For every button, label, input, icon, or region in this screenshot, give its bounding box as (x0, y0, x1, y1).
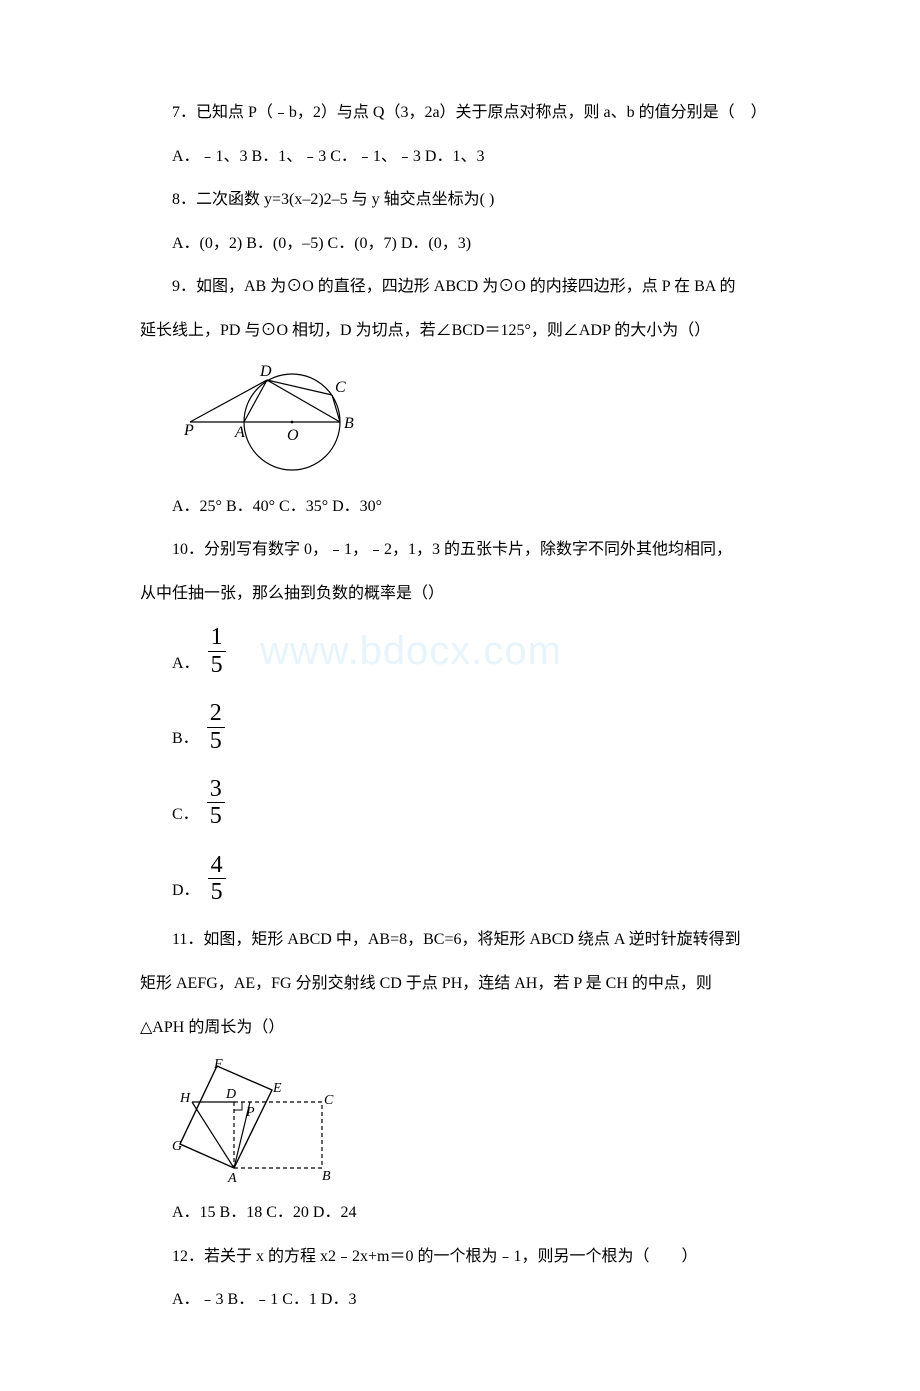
question-8: 8．二次函数 y=3(x–2)2–5 与 y 轴交点坐标为( ) (140, 187, 810, 213)
question-8-options: A．(0，2) B．(0，–5) C．(0，7) D．(0，3) (140, 231, 810, 257)
option-letter-c: C． (172, 802, 199, 830)
question-11-line3: △APH 的周长为（） (140, 1015, 810, 1041)
fraction-a: 1 5 (208, 624, 226, 678)
question-7: 7．已知点 P（﹣b，2）与点 Q（3，2a）关于原点对称点，则 a、b 的值分… (140, 100, 810, 126)
label-c: C (324, 1093, 334, 1108)
label-a: A (227, 1171, 237, 1186)
q7-options-text: A．﹣1、3 B．1、﹣3 C．﹣1、﹣3 D．1、3 (172, 148, 484, 165)
q10-option-d: D． 4 5 (172, 852, 810, 906)
question-9-text-line1: 9．如图，AB 为⊙O 的直径，四边形 ABCD 为⊙O 的内接四边形，点 P … (172, 278, 735, 295)
fraction-d-num: 4 (208, 852, 226, 879)
q10-option-b: B． 2 5 (172, 700, 810, 754)
fraction-c-num: 3 (207, 776, 225, 803)
fraction-c-den: 5 (207, 803, 225, 829)
question-8-text: 8．二次函数 y=3(x–2)2–5 与 y 轴交点坐标为( ) (172, 191, 494, 208)
option-letter-d: D． (172, 878, 200, 906)
question-12-options: A．﹣3 B．﹣1 C．1 D．3 (140, 1287, 810, 1313)
label-b: B (322, 1169, 331, 1184)
label-o: O (287, 427, 299, 444)
line-db (267, 380, 340, 422)
label-c: C (335, 379, 346, 396)
question-11-line2: 矩形 AEFG，AE，FG 分别交射线 CD 于点 PH，连结 AH，若 P 是… (140, 971, 810, 997)
q12-options-text: A．﹣3 B．﹣1 C．1 D．3 (172, 1291, 356, 1308)
q11-rect-diagram: A B C D E F G H P (172, 1058, 352, 1188)
label-b: B (344, 415, 354, 432)
q10-option-a: A． 1 5 (172, 624, 810, 678)
fraction-b-den: 5 (207, 728, 225, 754)
question-9-figure: P A O B C D (172, 362, 810, 482)
line-dc (267, 380, 332, 395)
fraction-a-num: 1 (208, 624, 226, 651)
right-angle-d (234, 1102, 242, 1110)
rect-aefg (180, 1066, 272, 1168)
label-d: D (259, 363, 272, 380)
label-h: H (179, 1091, 191, 1106)
question-11-figure: A B C D E F G H P (172, 1058, 810, 1188)
question-7-text: 7．已知点 P（﹣b，2）与点 Q（3，2a）关于原点对称点，则 a、b 的值分… (172, 104, 767, 121)
question-7-options: A．﹣1、3 B．1、﹣3 C．﹣1、﹣3 D．1、3 (140, 144, 810, 170)
label-d: D (225, 1087, 236, 1102)
question-9-line2: 延长线上，PD 与⊙O 相切，D 为切点，若∠BCD＝125°，则∠ADP 的大… (140, 318, 810, 344)
label-g: G (172, 1139, 182, 1154)
fraction-b-num: 2 (207, 700, 225, 727)
question-12: 12．若关于 x 的方程 x2﹣2x+m＝0 的一个根为﹣1，则另一个根为（ ） (140, 1244, 810, 1270)
q11-options-text: A．15 B．18 C．20 D．24 (172, 1204, 356, 1221)
question-10-line2: 从中任抽一张，那么抽到负数的概率是（） (140, 581, 810, 607)
fraction-b: 2 5 (207, 700, 225, 754)
question-11-text-line2: 矩形 AEFG，AE，FG 分别交射线 CD 于点 PH，连结 AH，若 P 是… (140, 975, 712, 992)
fraction-a-den: 5 (208, 652, 226, 678)
question-11-text-line3: △APH 的周长为（） (140, 1019, 284, 1036)
option-letter-a: A． (172, 651, 200, 679)
question-9-text-line2: 延长线上，PD 与⊙O 相切，D 为切点，若∠BCD＝125°，则∠ADP 的大… (140, 322, 710, 339)
label-a: A (234, 424, 245, 441)
question-10: 10．分别写有数字 0，﹣1，﹣2，1，3 的五张卡片，除数字不同外其他均相同， (140, 537, 810, 563)
question-10-text-line2: 从中任抽一张，那么抽到负数的概率是（） (140, 585, 444, 602)
q9-options-text: A．25° B．40° C．35° D．30° (172, 498, 382, 515)
fraction-d: 4 5 (208, 852, 226, 906)
label-p: P (183, 422, 194, 439)
label-f: F (213, 1058, 223, 1072)
question-9: 9．如图，AB 为⊙O 的直径，四边形 ABCD 为⊙O 的内接四边形，点 P … (140, 274, 810, 300)
label-p: P (245, 1105, 255, 1120)
fraction-d-den: 5 (208, 879, 226, 905)
q8-options-text: A．(0，2) B．(0，–5) C．(0，7) D．(0，3) (172, 235, 471, 252)
question-9-options: A．25° B．40° C．35° D．30° (140, 494, 810, 520)
question-12-text: 12．若关于 x 的方程 x2﹣2x+m＝0 的一个根为﹣1，则另一个根为（ ） (172, 1248, 697, 1265)
question-11-options: A．15 B．18 C．20 D．24 (140, 1200, 810, 1226)
q10-watermark-container: www.bdocx.com A． 1 5 (140, 624, 810, 678)
label-e: E (272, 1081, 282, 1096)
option-letter-b: B． (172, 726, 199, 754)
question-10-text-line1: 10．分别写有数字 0，﹣1，﹣2，1，3 的五张卡片，除数字不同外其他均相同， (172, 541, 732, 558)
q9-circle-diagram: P A O B C D (172, 362, 382, 482)
fraction-c: 3 5 (207, 776, 225, 830)
question-11-text-line1: 11．如图，矩形 ABCD 中，AB=8，BC=6，将矩形 ABCD 绕点 A … (172, 931, 741, 948)
question-11: 11．如图，矩形 ABCD 中，AB=8，BC=6，将矩形 ABCD 绕点 A … (140, 927, 810, 953)
q10-option-c: C． 3 5 (172, 776, 810, 830)
